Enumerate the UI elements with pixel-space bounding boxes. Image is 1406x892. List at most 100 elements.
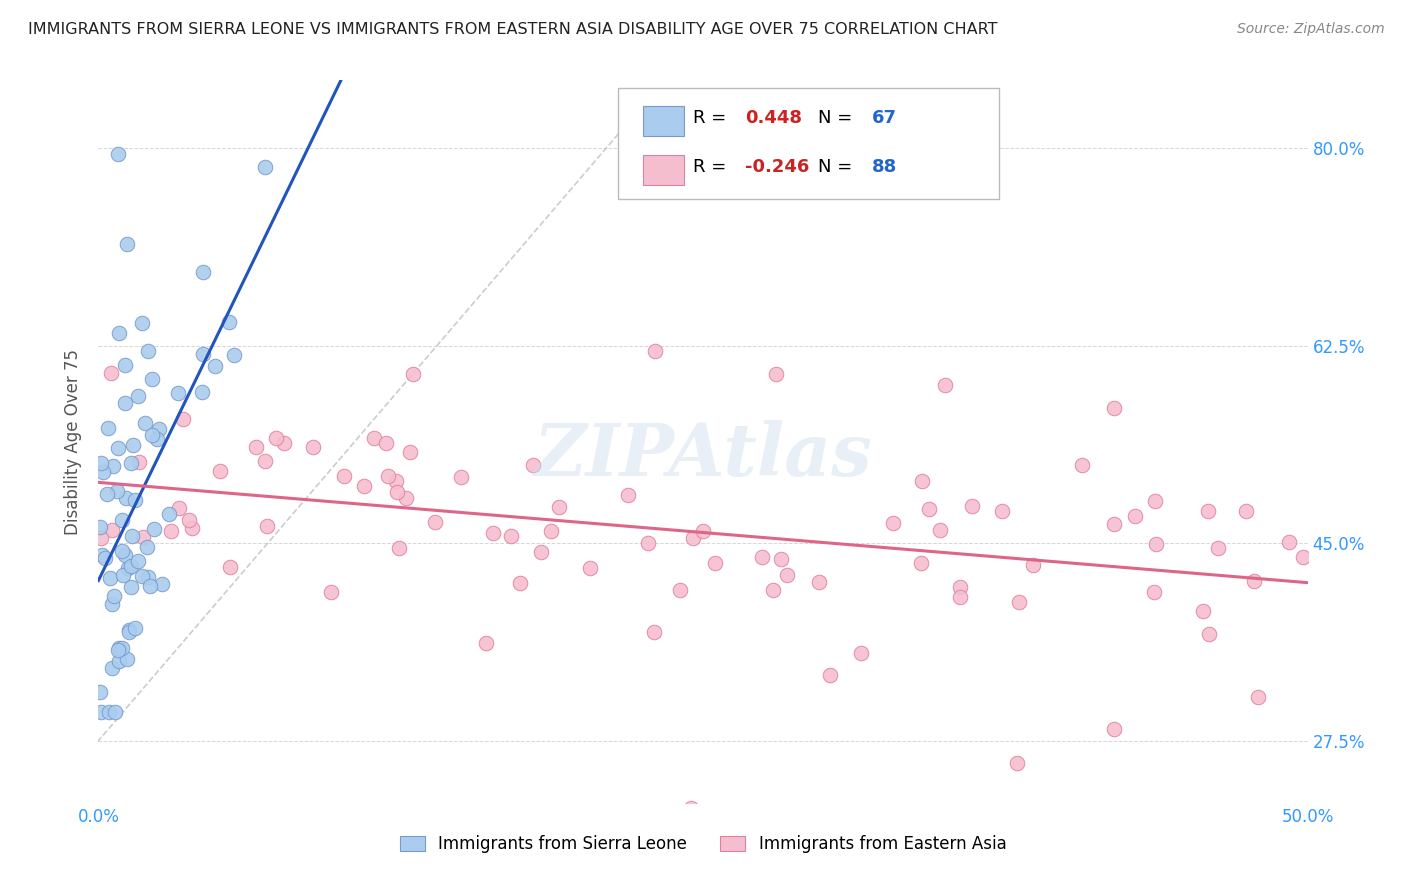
Point [751, 549, 773, 564]
Text: 67: 67 [872, 110, 897, 128]
Point [103, 589, 125, 603]
Point [115, 651, 138, 665]
Point [808, 575, 831, 590]
Text: R =: R = [693, 110, 733, 128]
Point [121, 529, 143, 543]
Point [107, 441, 129, 455]
Text: IMMIGRANTS FROM SIERRA LEONE VS IMMIGRANTS FROM EASTERN ASIA DISABILITY AGE OVER: IMMIGRANTS FROM SIERRA LEONE VS IMMIGRAN… [28, 22, 998, 37]
Text: N =: N = [818, 110, 858, 128]
Point [90, 457, 112, 471]
Point [776, 568, 799, 582]
Point [1146, 537, 1168, 551]
Point [245, 441, 267, 455]
Point [98, 571, 121, 585]
Point [910, 557, 932, 571]
Text: R =: R = [693, 158, 733, 177]
Point [882, 516, 904, 531]
Point [218, 315, 240, 329]
Point [333, 468, 356, 483]
Point [481, 526, 503, 541]
Point [93, 551, 115, 566]
Point [107, 643, 129, 657]
FancyBboxPatch shape [643, 155, 683, 186]
Point [135, 541, 157, 555]
Point [120, 559, 142, 574]
Point [1243, 574, 1265, 588]
Point [765, 367, 787, 381]
Point [142, 522, 165, 536]
Point [377, 468, 399, 483]
Point [89, 520, 111, 534]
Text: 0.448: 0.448 [745, 110, 803, 128]
Point [157, 507, 180, 521]
FancyBboxPatch shape [643, 106, 683, 136]
Point [103, 459, 125, 474]
Point [117, 625, 139, 640]
Point [1206, 541, 1229, 555]
Text: N =: N = [818, 158, 858, 177]
Point [166, 386, 188, 401]
Point [111, 568, 134, 582]
Point [949, 580, 972, 594]
Point [540, 524, 562, 539]
Point [191, 265, 214, 279]
Point [222, 348, 245, 362]
Point [177, 513, 200, 527]
Point [169, 500, 191, 515]
Point [218, 559, 240, 574]
Point [644, 344, 666, 359]
Point [97, 706, 120, 720]
Point [770, 552, 793, 566]
Point [1247, 690, 1270, 704]
Point [385, 484, 408, 499]
Point [399, 444, 422, 458]
Point [1008, 595, 1031, 609]
Point [302, 440, 325, 454]
Point [1143, 585, 1166, 599]
Point [637, 536, 659, 550]
Point [136, 570, 159, 584]
Point [990, 504, 1012, 518]
Point [141, 428, 163, 442]
Point [191, 347, 214, 361]
Point [132, 530, 155, 544]
Point [146, 432, 169, 446]
Point [107, 640, 129, 655]
Point [105, 484, 128, 499]
Point [849, 647, 872, 661]
Point [1198, 626, 1220, 640]
Point [1102, 517, 1125, 532]
Point [111, 543, 134, 558]
Point [122, 438, 145, 452]
Point [89, 684, 111, 698]
Point [190, 384, 212, 399]
Point [117, 560, 139, 574]
Point [115, 491, 138, 505]
Point [107, 326, 129, 341]
Point [679, 801, 702, 815]
Point [148, 422, 170, 436]
Point [949, 591, 972, 605]
Point [90, 531, 112, 545]
Point [501, 529, 523, 543]
Point [110, 640, 132, 655]
Point [127, 554, 149, 568]
Text: 88: 88 [872, 158, 897, 177]
Point [124, 621, 146, 635]
Point [353, 479, 375, 493]
Point [820, 667, 842, 681]
Point [450, 469, 472, 483]
Point [101, 523, 124, 537]
Point [100, 367, 122, 381]
Point [124, 492, 146, 507]
Point [375, 436, 398, 450]
Point [172, 412, 194, 426]
Point [669, 582, 692, 597]
Point [1102, 723, 1125, 737]
Point [181, 521, 204, 535]
Point [321, 585, 343, 599]
Point [692, 524, 714, 539]
Point [208, 464, 231, 478]
Point [395, 491, 418, 506]
Point [264, 431, 287, 445]
